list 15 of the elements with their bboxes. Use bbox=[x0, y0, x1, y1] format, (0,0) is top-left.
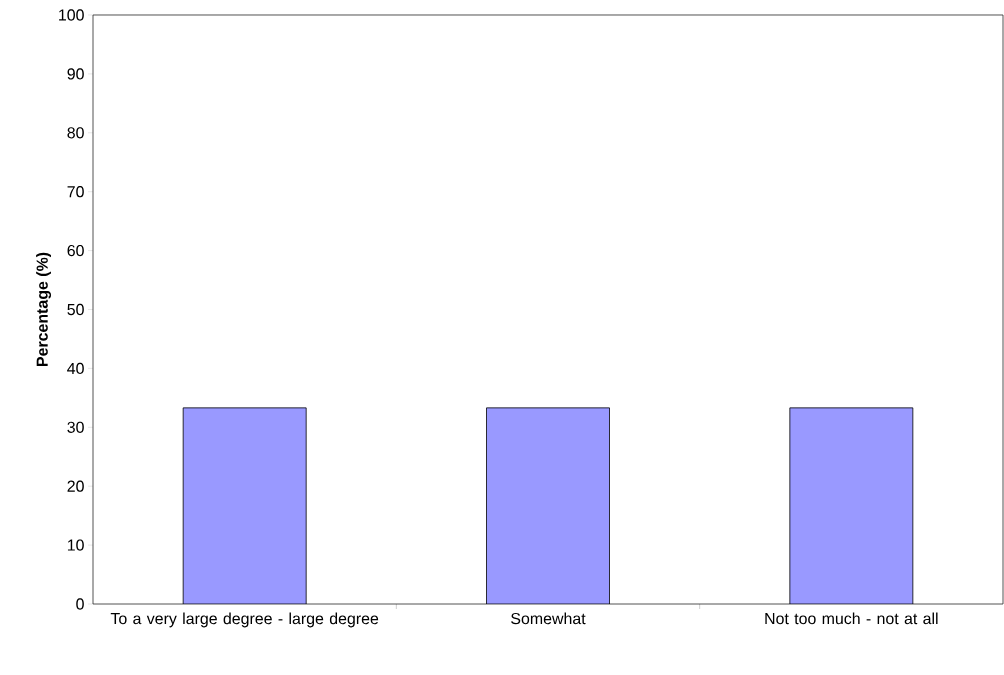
x-tick-label: Somewhat bbox=[511, 612, 586, 625]
y-tick-label: 50 bbox=[67, 303, 84, 316]
y-tick-label: 80 bbox=[67, 127, 84, 139]
y-tick-label: 90 bbox=[67, 68, 84, 80]
x-tick-label: Not too much - not at all bbox=[765, 612, 938, 625]
y-tick-label: 100 bbox=[59, 9, 84, 21]
y-tick-label: 30 bbox=[67, 421, 84, 433]
y-tick-label: 20 bbox=[67, 480, 84, 492]
y-tick-label: 60 bbox=[67, 244, 84, 257]
y-tick-label: 40 bbox=[67, 362, 84, 375]
y-tick-label: 0 bbox=[76, 598, 84, 610]
x-tick-label: To a very large degree - large degree bbox=[110, 612, 379, 628]
y-tick-label: 70 bbox=[67, 186, 84, 198]
y-tick-label: 10 bbox=[67, 539, 84, 551]
y-axis-title: Percentage (%) bbox=[36, 252, 52, 367]
